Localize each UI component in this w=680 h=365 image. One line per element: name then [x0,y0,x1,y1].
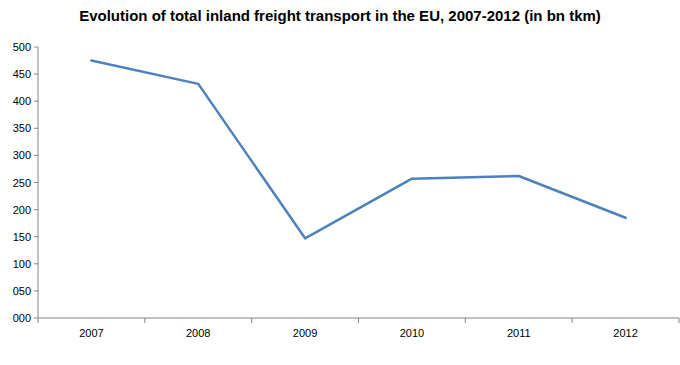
x-tick [144,318,145,323]
y-tick-label: 000 [13,312,31,324]
y-tick [34,263,38,264]
y-tick [34,209,38,210]
x-tick-label: 2009 [293,327,317,339]
y-tick [34,101,38,102]
data-line [91,61,625,239]
y-tick [34,47,38,48]
chart-container: Evolution of total inland freight transp… [0,0,680,365]
y-tick-label: 450 [13,68,31,80]
y-tick [34,290,38,291]
y-tick [34,318,38,319]
y-tick [34,128,38,129]
x-tick-label: 2010 [400,327,424,339]
x-tick-label: 2012 [613,327,637,339]
y-tick [34,236,38,237]
y-tick [34,182,38,183]
y-axis [38,47,39,318]
y-tick-label: 150 [13,231,31,243]
y-tick-label: 050 [13,285,31,297]
y-tick-label: 350 [13,122,31,134]
y-tick-label: 400 [13,95,31,107]
chart-svg: Evolution of total inland freight transp… [0,0,680,365]
y-tick [34,155,38,156]
x-tick [465,318,466,323]
x-tick [679,318,680,323]
plot-area [91,61,625,239]
y-tick [34,74,38,75]
x-tick-label: 2011 [507,327,531,339]
x-tick [358,318,359,323]
y-tick-label: 250 [13,177,31,189]
x-tick [572,318,573,323]
y-tick-label: 200 [13,204,31,216]
x-tick-label: 2008 [186,327,210,339]
y-tick-label: 100 [13,258,31,270]
chart-title: Evolution of total inland freight transp… [79,7,601,24]
y-tick-label: 300 [13,149,31,161]
y-tick-label: 500 [13,41,31,53]
x-tick-label: 2007 [79,327,103,339]
x-tick [251,318,252,323]
x-tick [38,318,39,323]
